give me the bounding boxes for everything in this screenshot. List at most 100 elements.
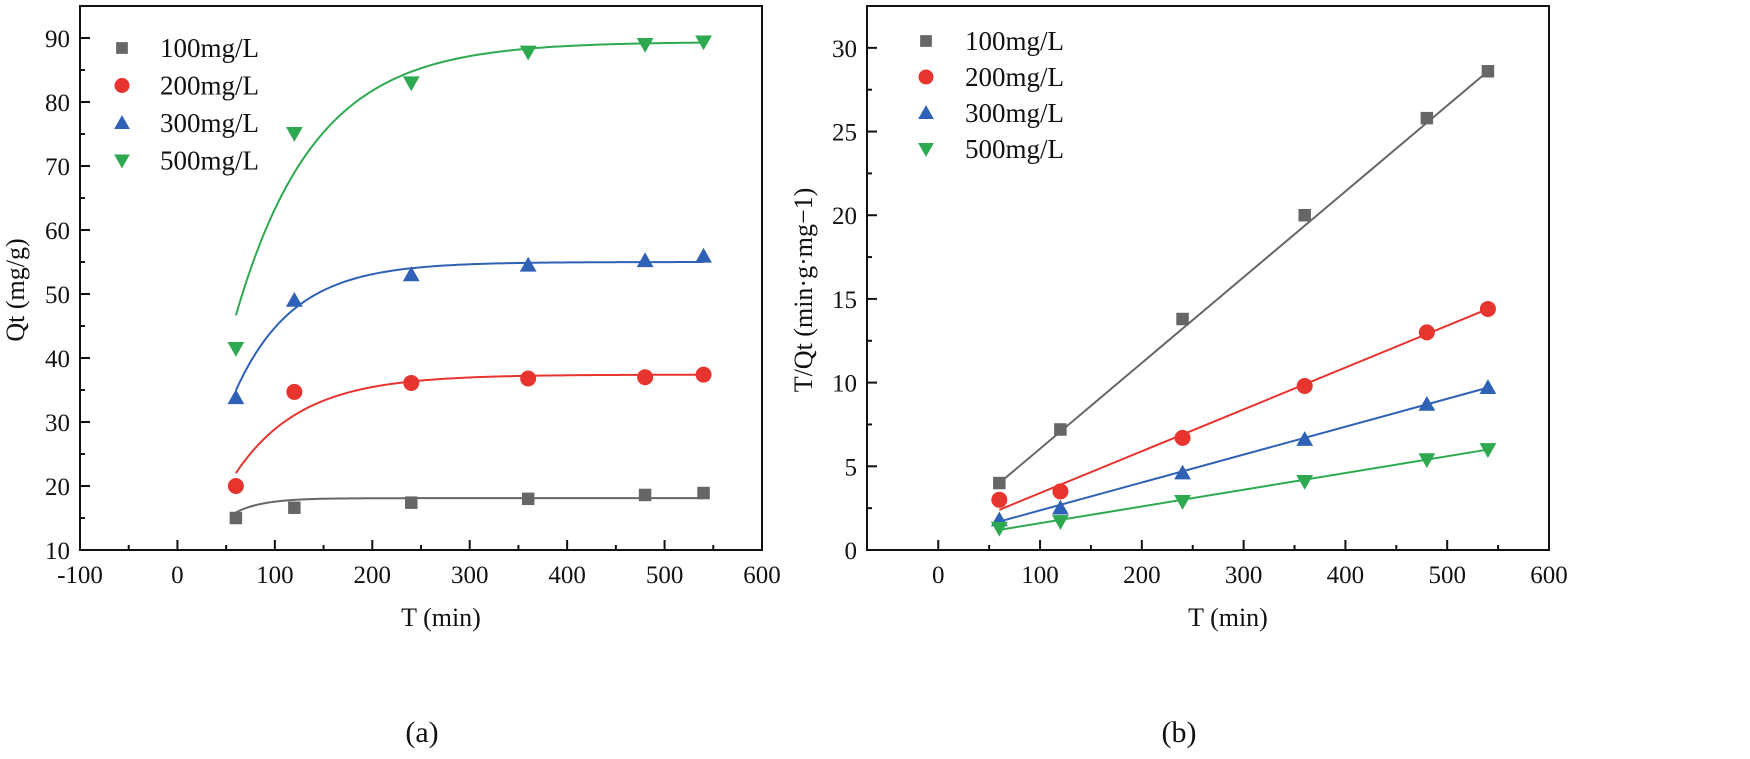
y-tick-label: 25 xyxy=(832,120,857,147)
legend-marker xyxy=(918,105,934,119)
data-point xyxy=(519,256,537,272)
data-point xyxy=(402,266,420,282)
y-tick-label: 10 xyxy=(832,371,857,398)
data-point xyxy=(695,35,712,51)
fit-line-200mg-L xyxy=(998,308,1489,511)
x-tick-label: 300 xyxy=(451,562,489,589)
y-tick-label: 15 xyxy=(832,287,857,314)
legend-marker xyxy=(114,154,130,169)
data-point xyxy=(520,370,537,387)
fit-line-500mg-L xyxy=(999,448,1489,531)
fit-line-100mg-L xyxy=(235,497,704,514)
x-tick-label: 300 xyxy=(1225,562,1263,589)
x-tick-label: 500 xyxy=(1428,562,1466,589)
legend-label: 500mg/L xyxy=(160,146,259,176)
x-tick-label: -100 xyxy=(57,562,103,589)
data-point xyxy=(1296,474,1314,490)
data-point xyxy=(521,492,535,506)
legend-marker xyxy=(918,69,934,85)
y-axis-title: T/Qt (min·g·mg−1) xyxy=(789,188,818,393)
x-tick-label: 100 xyxy=(256,562,294,589)
legend-label: 300mg/L xyxy=(160,108,259,138)
x-axis-title: T (min) xyxy=(1188,603,1268,632)
data-point xyxy=(286,383,303,400)
data-point xyxy=(1420,111,1434,125)
x-tick-label: 200 xyxy=(354,562,392,589)
legend-marker xyxy=(114,78,130,93)
y-tick-label: 90 xyxy=(45,26,70,53)
data-point xyxy=(227,389,245,405)
x-tick-label: 600 xyxy=(1530,562,1568,589)
data-point xyxy=(636,38,654,53)
data-point xyxy=(1479,443,1497,458)
data-point xyxy=(1054,423,1067,436)
plot-frame xyxy=(866,5,1550,551)
data-point xyxy=(695,247,712,263)
data-point xyxy=(1052,483,1069,500)
y-tick-label: 10 xyxy=(45,538,70,565)
data-point xyxy=(405,496,418,509)
data-point xyxy=(990,521,1008,537)
data-point xyxy=(1174,464,1191,480)
data-point xyxy=(1296,431,1314,446)
data-point xyxy=(285,126,303,142)
x-tick-label: 0 xyxy=(932,562,945,589)
legend-marker xyxy=(116,42,128,54)
data-point xyxy=(1052,499,1069,515)
data-point xyxy=(638,488,652,502)
data-point xyxy=(229,511,243,525)
data-point xyxy=(227,478,244,494)
data-point xyxy=(993,476,1006,490)
data-point xyxy=(402,76,420,92)
fit-line-200mg-L xyxy=(235,373,704,474)
data-point xyxy=(1298,208,1311,222)
x-tick-label: 400 xyxy=(1327,562,1365,589)
x-tick-label: 0 xyxy=(171,562,184,589)
data-point xyxy=(227,342,245,357)
x-tick-label: 500 xyxy=(646,562,684,589)
x-tick-label: 200 xyxy=(1123,562,1161,589)
y-tick-label: 20 xyxy=(45,474,70,501)
data-point xyxy=(519,45,537,61)
data-point xyxy=(1481,65,1495,78)
data-point xyxy=(695,366,712,383)
legend-label: 200mg/L xyxy=(965,62,1064,92)
data-point xyxy=(697,486,710,500)
data-point xyxy=(637,369,654,386)
data-point xyxy=(1174,429,1191,446)
legend-marker xyxy=(114,115,130,129)
data-point xyxy=(1479,379,1497,395)
x-tick-label: 600 xyxy=(743,562,781,589)
legend-marker xyxy=(918,143,934,157)
fit-line-500mg-L xyxy=(234,41,704,316)
fit-line-300mg-L xyxy=(234,261,704,391)
y-tick-label: 30 xyxy=(832,36,857,63)
legend-marker xyxy=(920,35,932,47)
y-tick-label: 30 xyxy=(45,410,70,437)
panel-caption: (a) xyxy=(405,716,438,749)
data-point xyxy=(636,252,654,268)
data-point xyxy=(1052,515,1069,530)
data-point xyxy=(1418,395,1436,411)
y-tick-label: 5 xyxy=(845,454,858,481)
y-tick-label: 20 xyxy=(832,203,857,230)
y-tick-label: 70 xyxy=(45,154,70,181)
data-point xyxy=(1296,377,1313,394)
data-point xyxy=(403,374,420,391)
panel-caption: (b) xyxy=(1162,716,1197,749)
legend-label: 100mg/L xyxy=(160,33,259,63)
data-point xyxy=(1174,495,1191,510)
y-axis-title: Qt (mg/g) xyxy=(1,238,30,341)
legend-label: 300mg/L xyxy=(965,98,1064,128)
data-point xyxy=(1176,312,1189,326)
legend-label: 200mg/L xyxy=(160,71,259,101)
data-point xyxy=(1418,324,1435,341)
y-tick-label: 80 xyxy=(45,90,70,117)
y-tick-label: 60 xyxy=(45,218,70,245)
y-tick-label: 40 xyxy=(45,346,70,373)
x-tick-label: 100 xyxy=(1021,562,1059,589)
legend-label: 100mg/L xyxy=(965,26,1064,56)
data-point xyxy=(1479,300,1496,317)
panel-b: 0 100 200 300 400 500 600 0 5 10 15 20 25 30 T (min) T/… xyxy=(789,5,1568,749)
